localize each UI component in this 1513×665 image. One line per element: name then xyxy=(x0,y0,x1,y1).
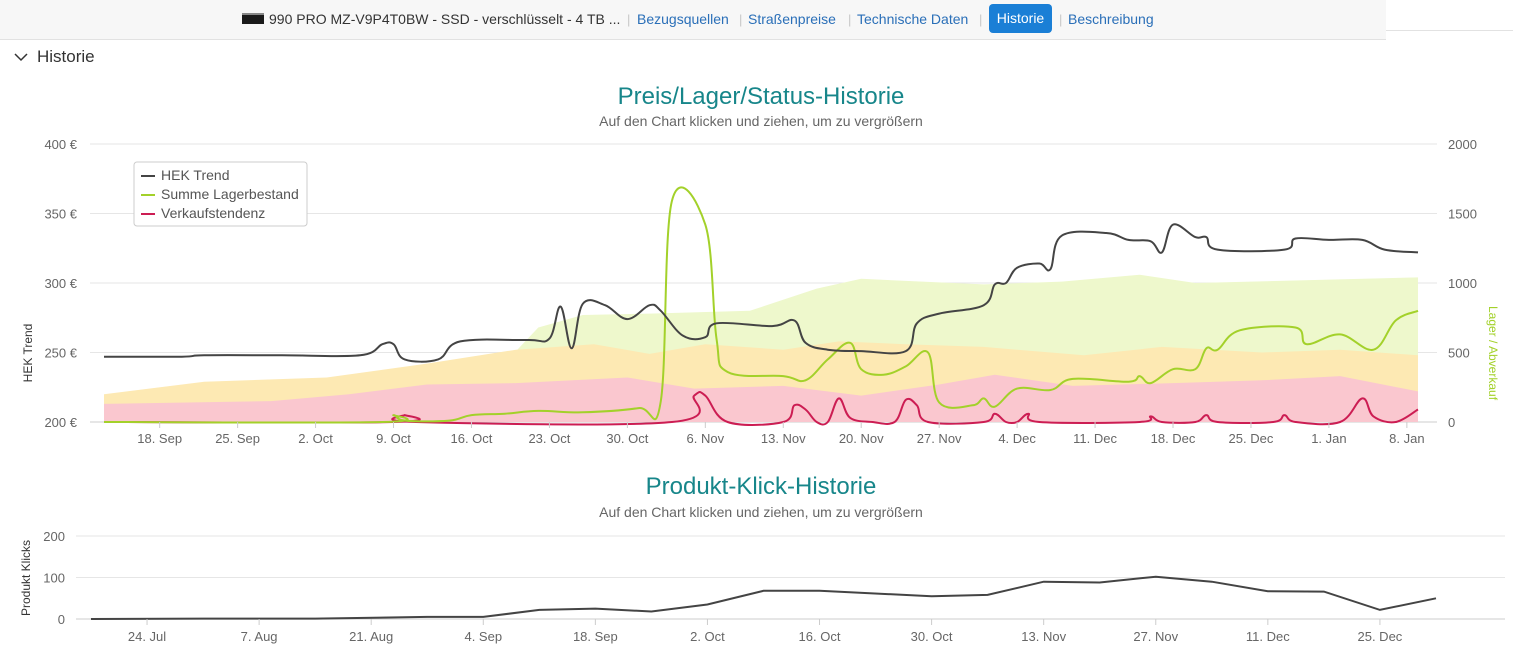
y-tick-label: 100 xyxy=(43,571,65,586)
chevron-down-icon xyxy=(14,53,28,62)
x-tick-label: 4. Dec xyxy=(998,431,1036,446)
chart1-left-axis: 200 € 250 € 300 € 350 € 400 € xyxy=(44,137,77,430)
x-tick-label: 27. Nov xyxy=(1133,629,1178,644)
x-tick-label: 11. Dec xyxy=(1073,431,1117,446)
y2-tick-label: 1000 xyxy=(1448,276,1477,291)
product-nav-bar: 990 PRO MZ-V9P4T0BW - SSD - verschlüssel… xyxy=(0,0,1386,40)
x-tick-label: 21. Aug xyxy=(349,629,393,644)
legend-item-lagerbestand[interactable]: Summe Lagerbestand xyxy=(161,186,299,202)
y2-tick-label: 0 xyxy=(1448,415,1455,430)
chart2-gridlines xyxy=(76,535,1505,620)
nav-separator: | xyxy=(739,12,743,27)
x-tick-label: 30. Oct xyxy=(606,431,648,446)
x-tick-label: 16. Oct xyxy=(451,431,493,446)
legend-item-verkaufstendenz[interactable]: Verkaufstendenz xyxy=(161,205,265,221)
chart1-right-axis-title: Lager / Abverkauf xyxy=(1486,306,1500,401)
price-stock-chart[interactable]: Preis/Lager/Status-Historie Auf den Char… xyxy=(0,70,1513,535)
chart1-right-axis: 0 500 1000 1500 2000 xyxy=(1448,137,1477,430)
y-tick-label: 200 € xyxy=(44,415,77,430)
section-toggle-historie[interactable]: Historie xyxy=(14,46,95,68)
x-tick-label: 27. Nov xyxy=(917,431,962,446)
x-tick-label: 18. Sep xyxy=(137,431,182,446)
x-tick-label: 25. Dec xyxy=(1229,431,1274,446)
nav-separator: | xyxy=(848,12,852,27)
x-tick-label: 20. Nov xyxy=(839,431,884,446)
y-tick-label: 0 xyxy=(58,612,65,627)
chart1-series xyxy=(103,186,1419,426)
x-tick-label: 2. Oct xyxy=(690,629,725,644)
chart2-x-axis: 24. Jul 7. Aug 21. Aug 4. Sep 18. Sep 2. Oct 1… xyxy=(128,619,1403,644)
x-tick-label: 24. Jul xyxy=(128,629,166,644)
nav-link-beschreibung[interactable]: Beschreibung xyxy=(1068,11,1154,27)
chart2-y-axis: 0 100 200 xyxy=(43,529,65,627)
x-tick-label: 7. Aug xyxy=(241,629,278,644)
x-tick-label: 2. Oct xyxy=(298,431,333,446)
x-tick-label: 18. Sep xyxy=(573,629,618,644)
y-tick-label: 400 € xyxy=(44,137,77,152)
x-tick-label: 13. Nov xyxy=(761,431,806,446)
x-tick-label: 13. Nov xyxy=(1021,629,1066,644)
y2-tick-label: 1500 xyxy=(1448,207,1477,222)
y-tick-label: 300 € xyxy=(44,276,77,291)
chart1-bands xyxy=(104,274,1418,422)
chart1-x-axis: 18. Sep 25. Sep 2. Oct 9. Oct 16. Oct 23. Oct… xyxy=(137,422,1425,446)
series-line-produkt-klicks xyxy=(90,575,1437,620)
y2-tick-label: 2000 xyxy=(1448,137,1477,152)
x-tick-label: 23. Oct xyxy=(528,431,570,446)
chart1-subtitle: Auf den Chart klicken und ziehen, um zu … xyxy=(599,113,923,129)
x-tick-label: 16. Oct xyxy=(799,629,841,644)
series-line-hek-trend xyxy=(103,223,1419,363)
legend-box xyxy=(133,161,308,227)
x-tick-label: 8. Jan xyxy=(1389,431,1424,446)
click-history-chart[interactable]: Produkt-Klick-Historie Auf den Chart kli… xyxy=(0,470,1513,660)
product-thumbnail xyxy=(242,13,264,24)
chart1-title: Preis/Lager/Status-Historie xyxy=(618,83,905,110)
nav-link-bezugsquellen[interactable]: Bezugsquellen xyxy=(637,11,729,27)
nav-tab-historie-active[interactable]: Historie xyxy=(989,4,1052,33)
product-title[interactable]: 990 PRO MZ-V9P4T0BW - SSD - verschlüssel… xyxy=(269,11,621,27)
x-tick-label: 9. Oct xyxy=(376,431,411,446)
chart2-title: Produkt-Klick-Historie xyxy=(646,473,877,500)
series-line-lagerbestand xyxy=(103,186,1419,424)
x-tick-label: 4. Sep xyxy=(464,629,502,644)
x-tick-label: 1. Jan xyxy=(1311,431,1346,446)
y-tick-label: 350 € xyxy=(44,207,77,222)
chart1-left-axis-title: HEK Trend xyxy=(21,324,35,383)
x-tick-label: 18. Dec xyxy=(1151,431,1196,446)
y-tick-label: 250 € xyxy=(44,346,77,361)
x-tick-label: 11. Dec xyxy=(1246,629,1290,644)
section-title: Historie xyxy=(37,47,95,66)
chart2-series xyxy=(90,575,1437,620)
series-line-verkaufstendenz xyxy=(103,391,1419,426)
y2-tick-label: 500 xyxy=(1448,346,1470,361)
y-tick-label: 200 xyxy=(43,529,65,544)
chart2-y-axis-title: Produkt Klicks xyxy=(19,540,33,616)
nav-separator: | xyxy=(627,12,631,27)
chart2-subtitle: Auf den Chart klicken und ziehen, um zu … xyxy=(599,504,923,520)
x-tick-label: 25. Dec xyxy=(1358,629,1403,644)
x-tick-label: 6. Nov xyxy=(687,431,725,446)
x-tick-label: 25. Sep xyxy=(215,431,260,446)
nav-link-technische-daten[interactable]: Technische Daten xyxy=(857,11,969,27)
x-tick-label: 30. Oct xyxy=(911,629,953,644)
band-area-band_red xyxy=(104,374,1418,422)
nav-separator: | xyxy=(979,12,983,27)
legend-item-hek-trend[interactable]: HEK Trend xyxy=(161,167,229,183)
chart1-legend[interactable]: HEK Trend Summe Lagerbestand Verkaufsten… xyxy=(133,161,308,227)
nav-separator: | xyxy=(1059,12,1063,27)
divider xyxy=(1386,30,1513,31)
nav-link-strassenpreise[interactable]: Straßenpreise xyxy=(748,11,836,27)
